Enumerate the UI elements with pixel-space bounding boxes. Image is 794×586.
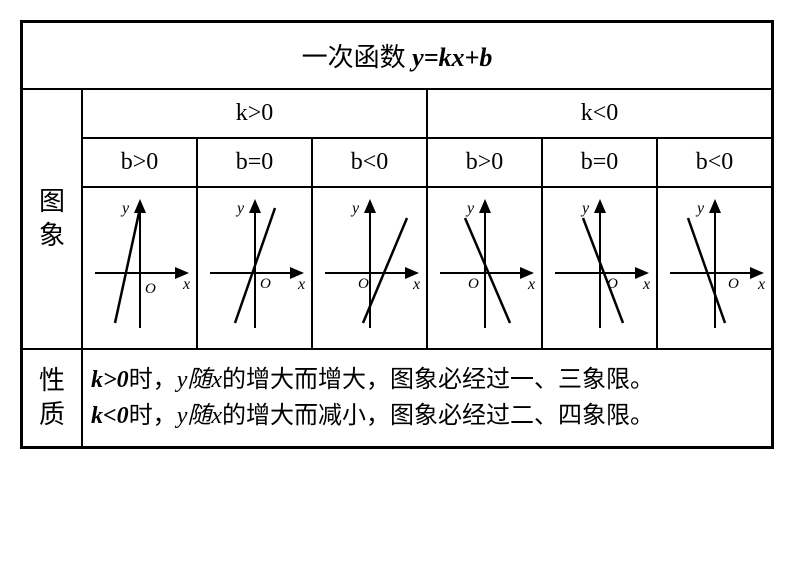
k-cell-1: k<0 (428, 90, 771, 137)
prop1-mid: y随x (177, 367, 222, 393)
svg-text:O: O (728, 276, 739, 292)
svg-text:x: x (182, 276, 190, 293)
graph-cell-5: y x O (658, 188, 771, 348)
b-cell-1: b=0 (198, 139, 313, 186)
svg-text:O: O (468, 276, 479, 292)
b-cell-2: b<0 (313, 139, 428, 186)
svg-text:O: O (607, 276, 618, 292)
prop2-tail: 的增大而减小，图象必经过二、四象限。 (222, 403, 654, 429)
prop1-tail: 的增大而增大，图象必经过一、三象限。 (222, 367, 654, 393)
row-head-property: 性 质 (23, 350, 83, 446)
title-formula: y=kx+b (412, 43, 492, 72)
svg-text:y: y (235, 200, 245, 217)
k-cell-0: k>0 (83, 90, 428, 137)
image-section-body: k>0 k<0 b>0 b=0 b<0 b>0 b=0 b<0 y x O y x O … (83, 90, 771, 348)
prop2-mid: y随x (177, 403, 222, 429)
svg-text:O: O (358, 276, 369, 292)
svg-text:x: x (642, 276, 650, 293)
svg-text:x: x (527, 276, 535, 293)
table-container: 一次函数 y=kx+b 图 象 k>0 k<0 b>0 b=0 b<0 b>0 … (20, 20, 774, 449)
b-cell-5: b<0 (658, 139, 771, 186)
title-prefix: 一次函数 (302, 43, 413, 72)
svg-text:x: x (757, 276, 765, 293)
prop2-a: 时， (129, 403, 177, 429)
b-cell-4: b=0 (543, 139, 658, 186)
row-head-image: 图 象 (23, 90, 83, 348)
prop1-k: k>0 (91, 367, 129, 393)
b-cell-3: b>0 (428, 139, 543, 186)
row-head-property-text: 性 质 (39, 364, 65, 432)
property-section: 性 质 k>0时，y随x的增大而增大，图象必经过一、三象限。 k<0时，y随x的… (23, 350, 771, 446)
property-line-2: k<0时，y随x的增大而减小，图象必经过二、四象限。 (91, 398, 763, 434)
prop1-a: 时， (129, 367, 177, 393)
graph-cell-1: y x O (198, 188, 313, 348)
property-line-1: k>0时，y随x的增大而增大，图象必经过一、三象限。 (91, 362, 763, 398)
k-row: k>0 k<0 (83, 90, 771, 139)
svg-text:y: y (350, 200, 360, 217)
svg-text:x: x (412, 276, 420, 293)
graph-row: y x O y x O y x O y x O y x O y x O (83, 188, 771, 348)
svg-text:y: y (465, 200, 475, 217)
svg-text:O: O (260, 276, 271, 292)
image-section: 图 象 k>0 k<0 b>0 b=0 b<0 b>0 b=0 b<0 y x O … (23, 90, 771, 350)
b-cell-0: b>0 (83, 139, 198, 186)
svg-text:y: y (580, 200, 590, 217)
svg-text:y: y (120, 200, 130, 217)
b-row: b>0 b=0 b<0 b>0 b=0 b<0 (83, 139, 771, 188)
svg-text:O: O (145, 281, 156, 297)
graph-cell-0: y x O (83, 188, 198, 348)
graph-cell-4: y x O (543, 188, 658, 348)
property-body: k>0时，y随x的增大而增大，图象必经过一、三象限。 k<0时，y随x的增大而减… (83, 350, 771, 446)
title-row: 一次函数 y=kx+b (23, 23, 771, 90)
row-head-image-text: 图 象 (39, 185, 65, 253)
svg-text:x: x (297, 276, 305, 293)
prop2-k: k<0 (91, 403, 129, 429)
graph-cell-3: y x O (428, 188, 543, 348)
graph-cell-2: y x O (313, 188, 428, 348)
svg-text:y: y (695, 200, 705, 217)
